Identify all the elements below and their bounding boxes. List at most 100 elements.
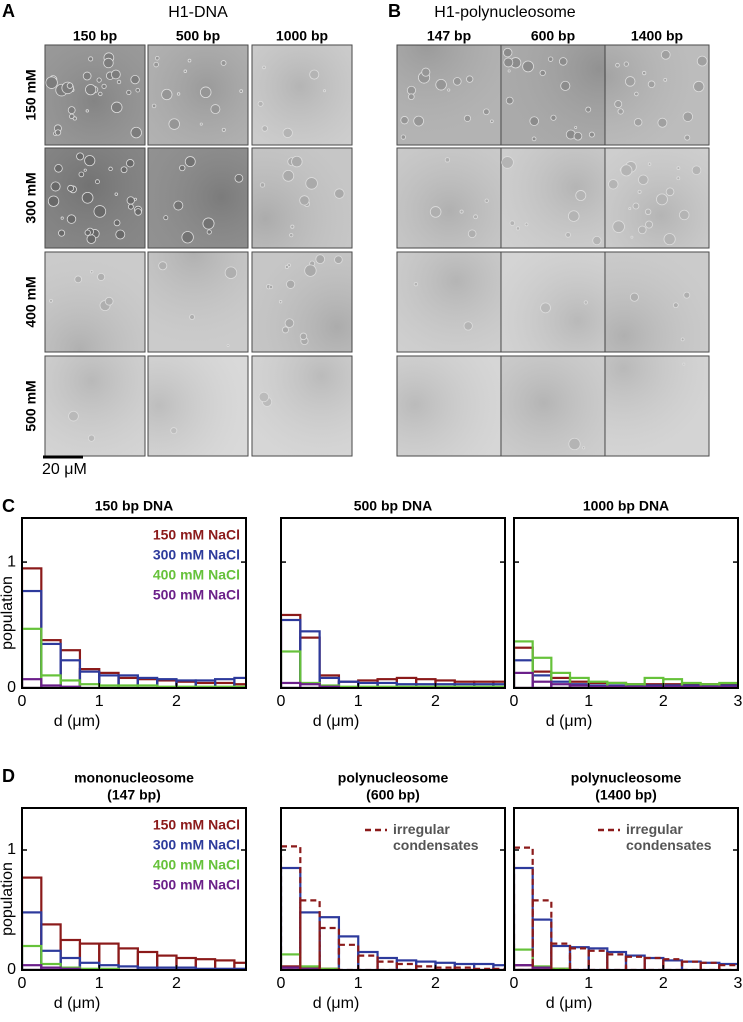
droplet (74, 275, 82, 284)
droplet (184, 156, 196, 167)
droplet (114, 192, 118, 196)
droplet (567, 210, 580, 222)
y-tick-label: 0 (7, 961, 16, 978)
histogram-bar (376, 956, 398, 970)
droplet (84, 155, 96, 167)
droplet (558, 57, 568, 66)
x-tick-label: 1 (95, 693, 104, 710)
histogram-bar (22, 589, 43, 688)
chart-subtitle: (1400 bp) (595, 787, 656, 803)
micrograph-shade (501, 148, 605, 248)
histogram-bar (568, 946, 590, 970)
histogram-bar (550, 671, 572, 688)
droplet (679, 209, 690, 221)
droplet (663, 233, 676, 246)
droplet (617, 108, 624, 115)
histogram-bar (318, 926, 341, 970)
droplet (135, 87, 140, 93)
droplet (632, 202, 640, 210)
droplet (413, 115, 424, 127)
droplet (575, 190, 587, 201)
droplet (262, 65, 266, 70)
plot-area (281, 845, 505, 970)
panel-title: H1-DNA (168, 4, 228, 21)
y-axis-label: population (0, 576, 16, 650)
droplet (484, 198, 489, 203)
droplet (54, 164, 63, 173)
droplet (54, 129, 62, 136)
x-tick-label: 1 (95, 975, 104, 992)
droplet (291, 155, 303, 168)
droplet (421, 67, 431, 77)
plot-area (514, 846, 738, 970)
panel-letter: A (2, 1, 15, 21)
droplet (524, 222, 529, 227)
droplet (126, 89, 132, 96)
histogram-bar (514, 671, 534, 688)
droplet (620, 164, 633, 177)
droplet (629, 292, 639, 302)
droplet (676, 166, 681, 170)
droplet (268, 284, 274, 290)
droplet (547, 56, 554, 62)
histogram-bar (624, 955, 646, 970)
histogram-bar (531, 656, 553, 688)
legend-label: 150 mM NaCl (153, 817, 240, 833)
droplet (286, 279, 296, 289)
droplet (170, 427, 178, 435)
histogram-bar (59, 659, 82, 688)
histogram-bar (514, 948, 534, 970)
column-label: 1400 bp (631, 28, 683, 44)
legend-label: 400 mM NaCl (153, 857, 240, 873)
droplet (539, 69, 546, 77)
droplet (290, 224, 295, 229)
droplet (134, 208, 142, 216)
droplet (104, 296, 114, 306)
droplet (163, 215, 169, 221)
droplet (68, 410, 79, 422)
axes-frame (21, 807, 247, 971)
droplet (202, 217, 215, 230)
droplet (259, 182, 266, 188)
micrograph-shade (397, 148, 501, 248)
axes-frame (280, 807, 506, 971)
droplet (115, 229, 126, 240)
droplet (257, 100, 264, 107)
micrograph-shade (501, 252, 605, 352)
column-label: 147 bp (427, 28, 471, 44)
droplet (447, 88, 451, 92)
legend-label: 500 mM NaCl (153, 587, 240, 603)
droplet (400, 134, 406, 140)
x-tick-label: 2 (431, 975, 440, 992)
micrograph-shade (397, 252, 501, 352)
droplet (67, 184, 75, 192)
droplet (505, 96, 514, 105)
droplet (507, 69, 511, 73)
droplet (531, 136, 537, 142)
droplet (628, 207, 632, 210)
droplet (435, 79, 447, 91)
droplet (84, 229, 91, 236)
droplet (85, 84, 97, 96)
row-label: 300 mM (23, 172, 39, 223)
droplet (663, 77, 668, 82)
chart-title: polynucleosome (338, 770, 449, 786)
droplet (615, 62, 620, 68)
histogram-bar (299, 899, 321, 970)
x-axis-label: d (μm) (546, 995, 593, 1012)
legend-label: 300 mM NaCl (153, 837, 240, 853)
droplet (66, 82, 74, 89)
histogram-bar (531, 670, 553, 688)
histogram-bar (514, 866, 534, 970)
droplet (258, 391, 270, 403)
droplet (151, 103, 157, 109)
x-tick-label: 2 (659, 693, 668, 710)
droplet (656, 193, 668, 206)
x-tick-label: 2 (172, 975, 181, 992)
micrograph-shade (148, 356, 248, 456)
droplet (453, 77, 462, 86)
histogram-bar (514, 646, 534, 688)
x-tick-label: 3 (734, 693, 743, 710)
histogram-bar (568, 947, 590, 970)
droplet (466, 75, 474, 83)
